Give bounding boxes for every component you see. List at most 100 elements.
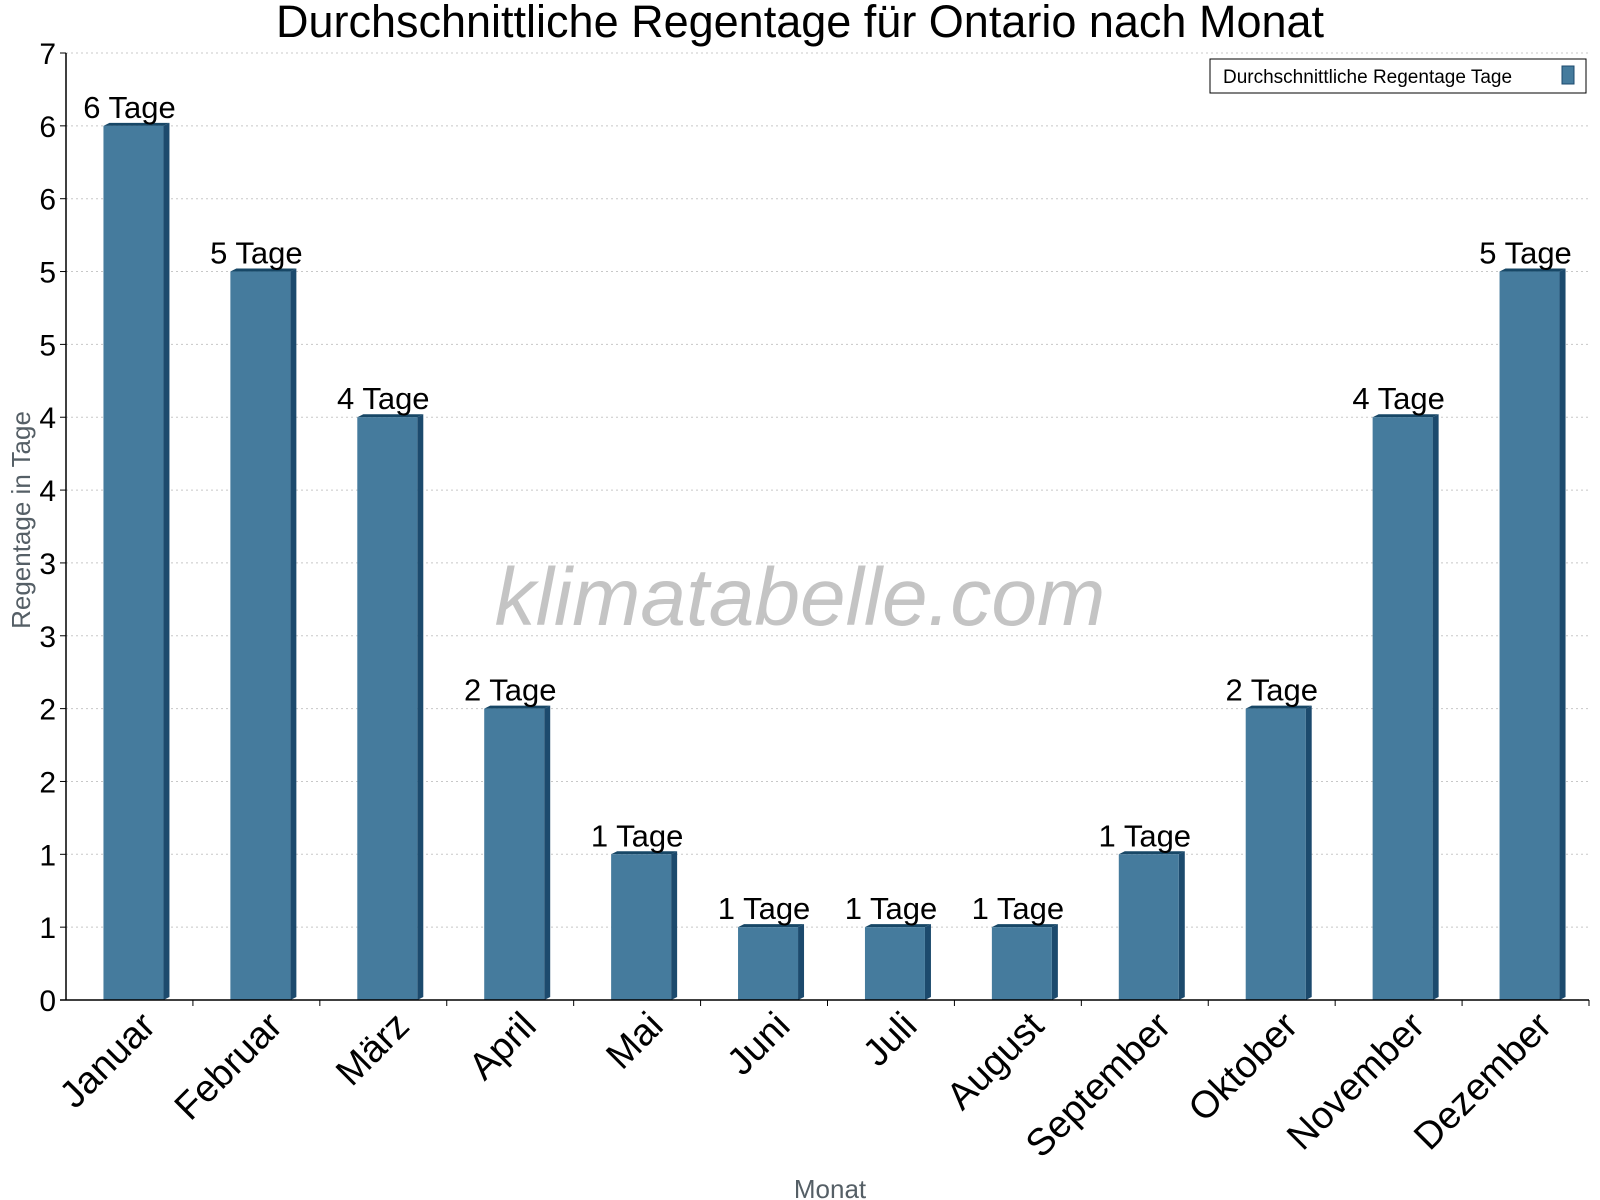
y-axis-title: Regentage in Tage — [6, 411, 36, 629]
y-axis-ticks: 0 1 1 2 2 3 3 4 4 5 5 6 6 7 — [39, 38, 66, 1018]
x-tick-label: November — [1279, 1004, 1433, 1158]
bar-side — [290, 268, 297, 1000]
data-label: 1 Tage — [591, 818, 684, 853]
bar — [1499, 268, 1566, 1000]
bar-top — [484, 705, 551, 709]
bar — [864, 924, 931, 1000]
bar-front — [738, 927, 799, 1000]
data-label: 4 Tage — [1352, 381, 1445, 416]
bar-top — [1499, 268, 1566, 272]
data-label: 5 Tage — [210, 236, 303, 271]
bar — [1372, 414, 1439, 1000]
x-tick-label: Februar — [167, 1004, 291, 1128]
bar — [484, 705, 551, 1000]
bar-front — [230, 271, 291, 1000]
y-tick-label: 3 — [39, 548, 56, 581]
bar-front — [357, 417, 418, 1000]
bar — [357, 414, 424, 1000]
bar-side — [1559, 268, 1566, 1000]
x-axis-ticks: Januar Februar März April Mai Juni Juli AugustS… — [52, 1000, 1590, 1166]
bar-side — [417, 414, 424, 1000]
bar — [1245, 705, 1312, 1000]
bar-side — [924, 924, 931, 1000]
x-tick-label: Juni — [719, 1005, 798, 1084]
bar-front — [103, 125, 164, 1001]
bar-top — [357, 414, 424, 418]
bar-side — [163, 122, 170, 1001]
bar-top — [991, 924, 1058, 928]
x-tick-label: März — [328, 1005, 417, 1094]
y-tick-label: 4 — [39, 402, 56, 435]
y-tick-label: 5 — [39, 257, 56, 290]
bar-top — [738, 924, 805, 928]
bar-side — [798, 924, 805, 1000]
data-label: 1 Tage — [1099, 818, 1192, 853]
bar — [738, 924, 805, 1000]
data-labels: 6 Tage 5 Tage 4 Tage 2 Tage 1 Tage 1 Tage 1 Ta… — [83, 90, 1572, 926]
data-label: 5 Tage — [1479, 236, 1572, 271]
bar-front — [1118, 854, 1179, 1000]
x-axis-title: Monat — [794, 1174, 867, 1200]
bar-front — [611, 854, 672, 1000]
y-tick-label: 3 — [39, 621, 56, 654]
bar — [611, 851, 678, 1000]
y-tick-label: 2 — [39, 766, 56, 799]
bar-side — [671, 851, 678, 1000]
bar — [991, 924, 1058, 1000]
bar-side — [544, 705, 551, 1000]
bar-top — [230, 268, 297, 272]
y-tick-label: 6 — [39, 111, 56, 144]
x-tick-label: August — [939, 1004, 1053, 1118]
legend-swatch — [1561, 65, 1575, 85]
y-tick-label: 7 — [39, 38, 56, 71]
data-label: 1 Tage — [845, 891, 938, 926]
watermark: klimatabelle.com — [495, 552, 1106, 643]
data-label: 6 Tage — [83, 90, 176, 125]
bar-top — [1372, 414, 1439, 418]
bar-front — [1245, 708, 1306, 1000]
bar-front — [864, 927, 925, 1000]
y-tick-label: 6 — [39, 184, 56, 217]
legend-label: Durchschnittliche Regentage Tage — [1223, 67, 1512, 88]
y-tick-label: 5 — [39, 329, 56, 362]
y-tick-label: 1 — [39, 839, 56, 872]
bar-front — [991, 927, 1052, 1000]
bar — [1118, 851, 1185, 1000]
gridlines — [66, 52, 1589, 928]
data-label: 1 Tage — [718, 891, 811, 926]
bars — [103, 122, 1566, 1001]
bar-side — [1305, 705, 1312, 1000]
y-tick-label: 4 — [39, 475, 56, 508]
legend-box — [1209, 58, 1587, 94]
x-tick-label: Juli — [855, 1005, 925, 1075]
chart-title: Durchschnittliche Regentage für Ontario … — [276, 0, 1325, 47]
data-label: 4 Tage — [337, 381, 430, 416]
y-tick-label: 1 — [39, 912, 56, 945]
data-label: 2 Tage — [464, 673, 557, 708]
bar — [103, 122, 170, 1001]
data-label: 1 Tage — [972, 891, 1065, 926]
bar-side — [1178, 851, 1185, 1000]
x-tick-label: Dezember — [1406, 1004, 1560, 1158]
legend: Durchschnittliche Regentage Tage — [1209, 58, 1587, 94]
x-tick-label: Januar — [52, 1004, 164, 1116]
bar-top — [864, 924, 931, 928]
bar-front — [1372, 417, 1433, 1000]
x-tick-label: Oktober — [1181, 1004, 1307, 1130]
axes — [60, 53, 1589, 1001]
bar-top — [103, 122, 170, 126]
bar — [230, 268, 297, 1000]
bar-side — [1432, 414, 1439, 1000]
bar-top — [1245, 705, 1312, 709]
x-tick-label: Mai — [598, 1005, 671, 1078]
bar-top — [611, 851, 678, 855]
bar-front — [1499, 271, 1560, 1000]
y-tick-label: 2 — [39, 694, 56, 727]
data-label: 2 Tage — [1225, 673, 1318, 708]
bar-side — [1051, 924, 1058, 1000]
x-tick-label: April — [461, 1005, 544, 1088]
y-tick-label: 0 — [39, 985, 56, 1018]
bar-front — [484, 708, 545, 1000]
bar-top — [1118, 851, 1185, 855]
